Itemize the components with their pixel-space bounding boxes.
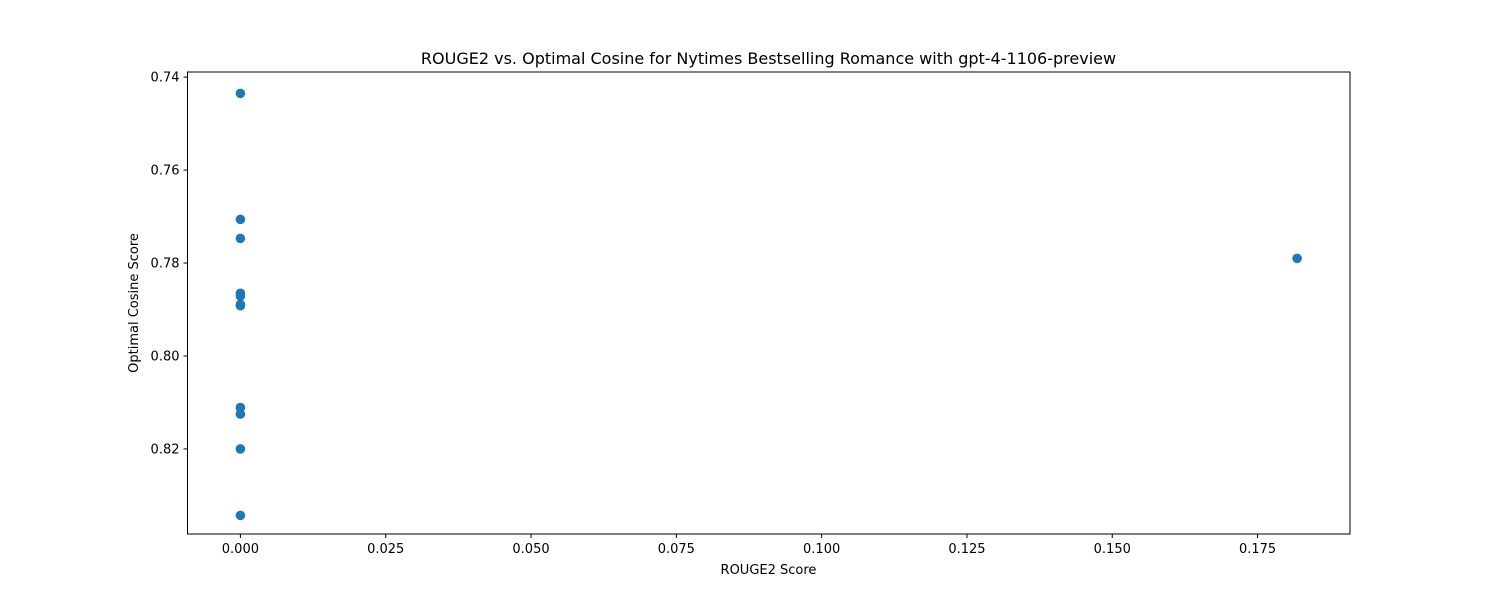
y-tick-label: 0.80 [151, 349, 180, 364]
x-axis-label: ROUGE2 Score [721, 563, 817, 578]
y-tick-label: 0.76 [151, 164, 180, 179]
data-point [235, 291, 246, 301]
x-tick-label: 0.000 [222, 542, 259, 557]
x-tick-label: 0.025 [367, 542, 404, 557]
y-axis-label: Optimal Cosine Score [127, 233, 142, 373]
x-axis: 0.000 0.025 0.050 0.075 0.100 0.125 0.150 0.175 [222, 534, 1276, 557]
x-tick-label: 0.175 [1239, 542, 1276, 557]
y-tick-label: 0.74 [151, 71, 180, 86]
y-tick-label: 0.82 [151, 442, 180, 457]
data-point [235, 300, 246, 311]
data-point [235, 444, 246, 454]
data-points [235, 88, 1302, 521]
chart-title: ROUGE2 vs. Optimal Cosine for Nytimes Be… [421, 49, 1116, 68]
data-point [235, 409, 246, 419]
data-point [235, 233, 246, 244]
data-point [1292, 253, 1302, 264]
data-point [235, 88, 246, 99]
x-tick-label: 0.100 [803, 542, 840, 557]
data-point [235, 214, 246, 225]
x-tick-label: 0.150 [1094, 542, 1131, 557]
x-tick-label: 0.075 [658, 542, 695, 557]
y-axis: 0.74 0.76 0.78 0.80 0.82 [151, 71, 188, 457]
x-tick-label: 0.050 [512, 542, 549, 557]
y-tick-label: 0.78 [151, 257, 180, 272]
data-point [235, 510, 246, 521]
x-tick-label: 0.125 [948, 542, 985, 557]
plot-frame [187, 71, 1351, 535]
